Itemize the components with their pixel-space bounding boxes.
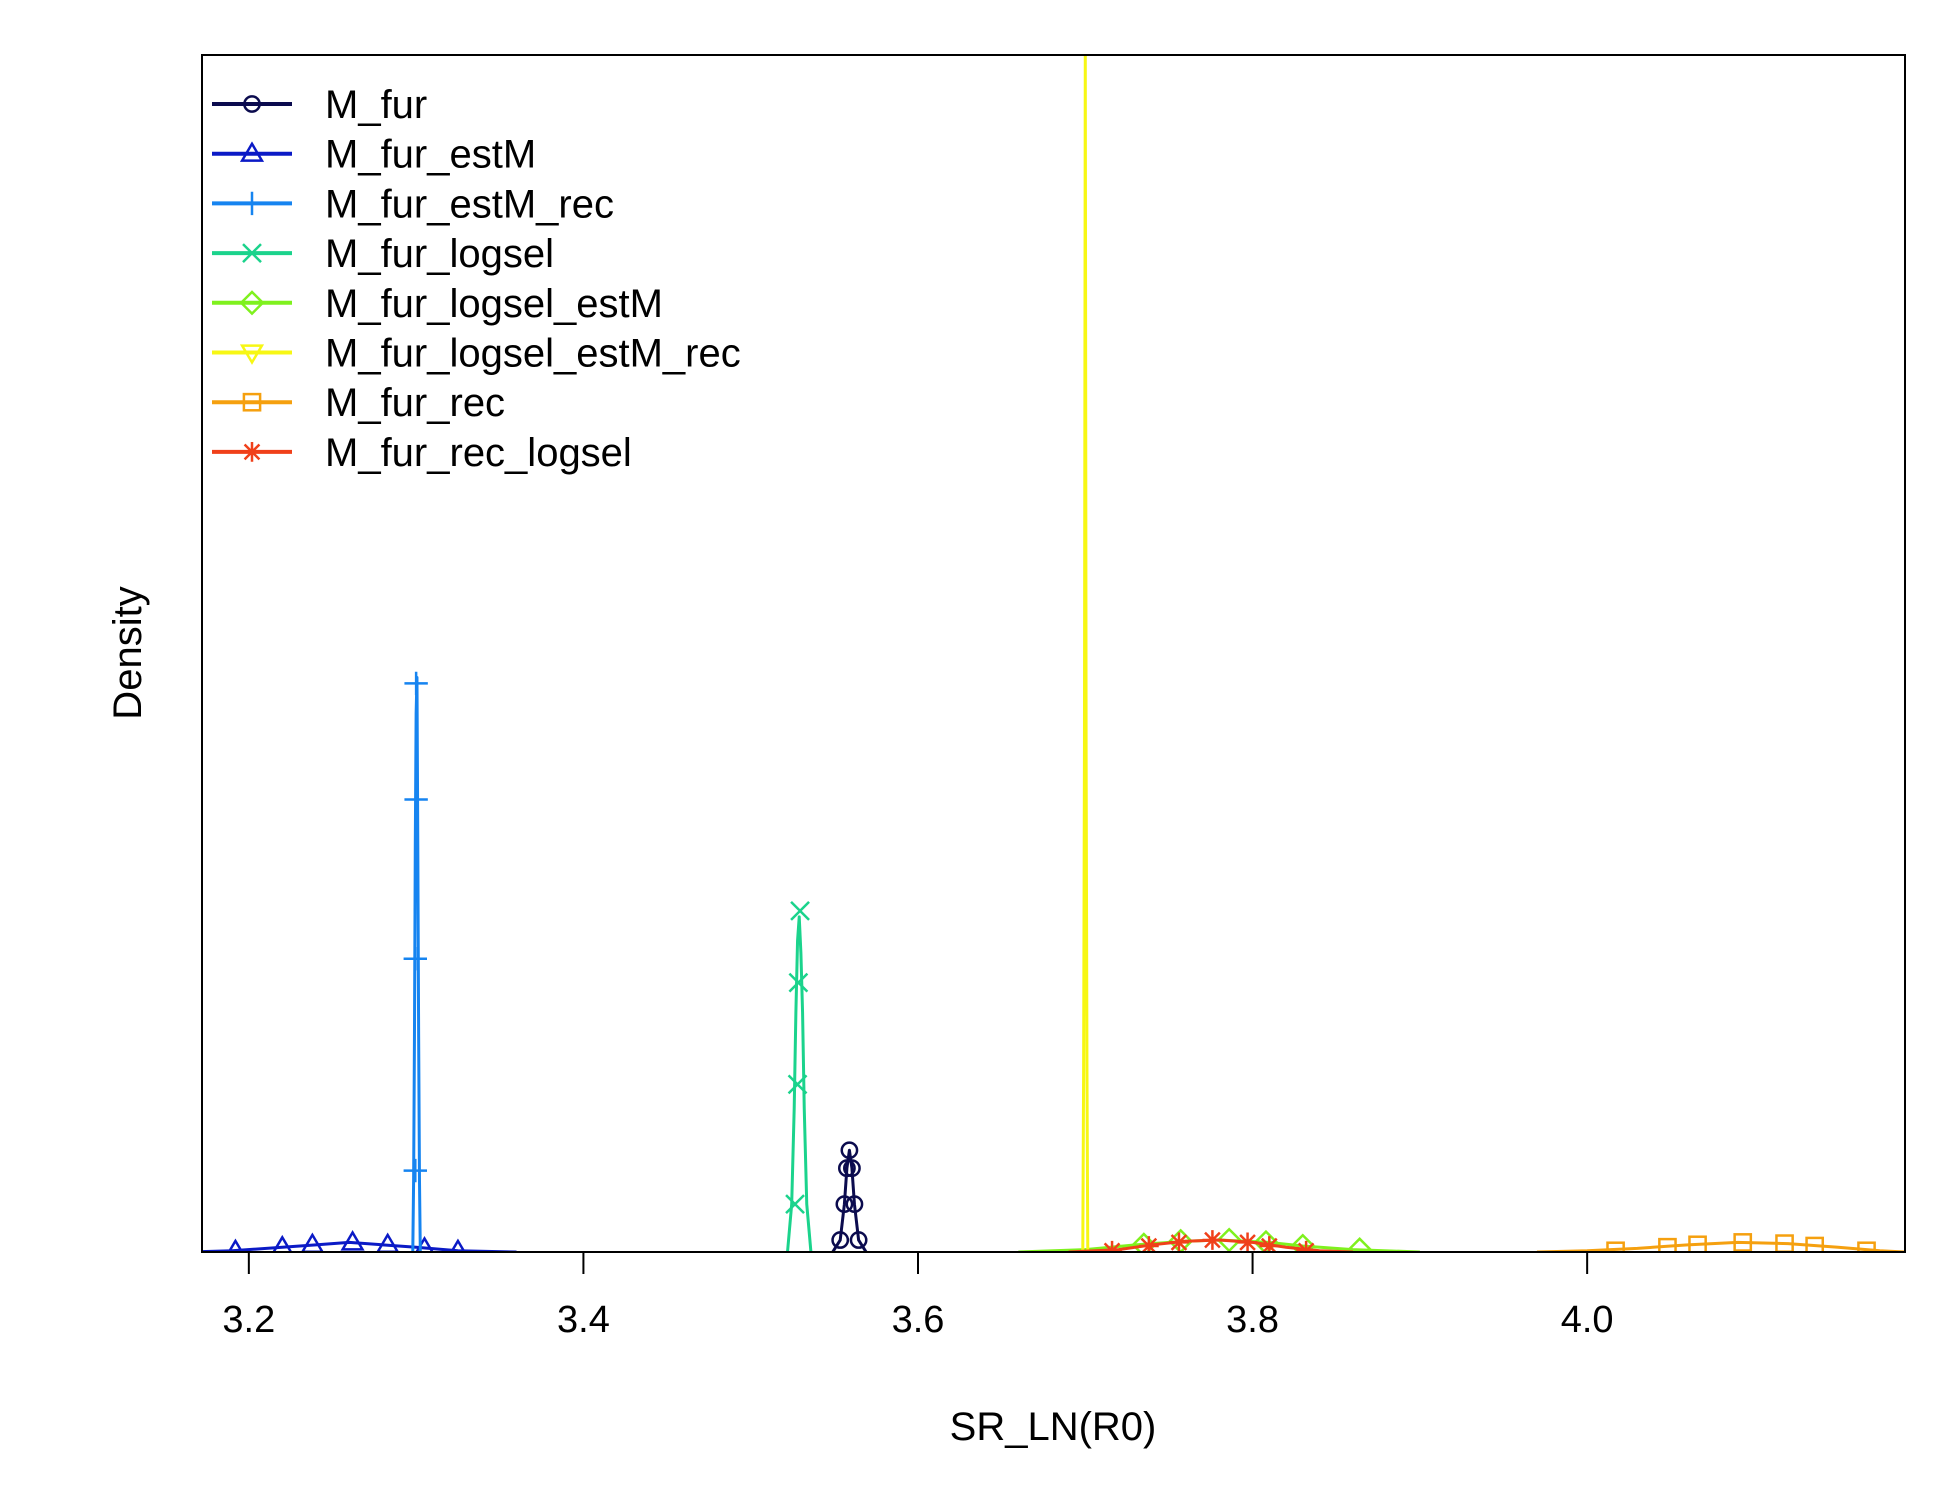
series-line-m-fur-estm-rec: [411, 675, 422, 1252]
data-point-m-fur-6: [849, 1231, 868, 1249]
legend-marker-m-fur-logsel-estm: [239, 290, 265, 316]
data-point-m-fur-1: [835, 1195, 854, 1214]
x-tick-label: 3.8: [1226, 1299, 1279, 1341]
data-point-m-fur-rec-3: [1733, 1233, 1753, 1252]
data-point-m-fur-estm-3: [340, 1230, 365, 1251]
data-point-m-fur-logsel-estm-3: [1253, 1229, 1279, 1252]
legend-marker-m-fur-logsel: [242, 243, 262, 263]
data-point-m-fur-estm-1: [272, 1234, 293, 1252]
data-point-m-fur-logsel-0: [785, 1194, 805, 1215]
y-axis-label: Density: [106, 586, 150, 719]
legend-item-m-fur-logsel-estm: M_fur_logsel_estM: [212, 282, 663, 326]
legend-item-m-fur-estm: M_fur_estM: [212, 133, 536, 177]
data-point-m-fur-rec-2: [1688, 1235, 1707, 1252]
series-line-m-fur-estm: [202, 1240, 517, 1252]
data-point-m-fur-logsel-estm-5: [1347, 1237, 1373, 1252]
data-point-m-fur-logsel-2: [788, 972, 809, 993]
legend-marker-m-fur-rec-logsel: [242, 442, 262, 462]
legend-label: M_fur_logsel: [325, 232, 554, 276]
data-point-m-fur-estm-rec-1: [403, 947, 427, 971]
series-m-fur-estm: [202, 1230, 517, 1252]
legend-marker-m-fur-logsel-estm-rec: [239, 344, 265, 365]
series-m-fur: [831, 1141, 868, 1252]
data-point-m-fur-rec-logsel-1: [1138, 1236, 1159, 1252]
data-point-m-fur-rec-logsel-0: [1102, 1240, 1122, 1252]
plot-frame: [201, 54, 1906, 1253]
data-point-m-fur-rec-1: [1658, 1237, 1677, 1252]
data-point-m-fur-logsel-1: [787, 1074, 808, 1095]
x-tick-label: 3.6: [892, 1299, 945, 1341]
legend-item-m-fur-logsel-estm-rec: M_fur_logsel_estM_rec: [212, 332, 741, 376]
series-m-fur-rec: [1536, 1233, 1905, 1252]
legend-marker-m-fur-estm: [239, 141, 265, 162]
legend-marker-m-fur-rec: [242, 392, 262, 412]
legend-item-m-fur-rec-logsel: M_fur_rec_logsel: [212, 431, 632, 475]
data-point-m-fur-estm-0: [227, 1238, 244, 1252]
series-line-m-fur-rec: [1536, 1240, 1905, 1252]
legend-item-m-fur-rec: M_fur_rec: [212, 381, 505, 425]
series-line-m-fur-logsel-estm-rec: [1081, 55, 1090, 1252]
series-m-fur-estm-rec: [403, 671, 428, 1252]
data-point-m-fur-logsel-estm-2: [1216, 1227, 1242, 1252]
data-point-m-fur-rec-logsel-3: [1202, 1230, 1223, 1250]
data-point-m-fur-5: [845, 1195, 864, 1214]
legend-label: M_fur_rec: [325, 381, 505, 425]
x-tick-label: 3.4: [557, 1299, 610, 1341]
legend-label: M_fur_estM: [325, 133, 536, 177]
data-point-m-fur-rec-0: [1606, 1241, 1625, 1252]
data-point-m-fur-rec-logsel-2: [1169, 1232, 1189, 1252]
x-axis-label: SR_LN(R0): [950, 1405, 1157, 1449]
x-axis: 3.2 3.4 3.6 3.8 4.0: [222, 1252, 1614, 1341]
series-m-fur-rec-logsel: [1068, 1230, 1354, 1252]
legend-item-m-fur-estm-rec: M_fur_estM_rec: [212, 182, 614, 226]
x-tick-label: 4.0: [1561, 1299, 1614, 1341]
data-point-m-fur-estm-rec-0: [403, 1158, 427, 1183]
legend-label: M_fur: [325, 83, 427, 127]
series-m-fur-logsel-estm-rec: [1081, 55, 1090, 1252]
series-line-m-fur: [831, 1148, 868, 1252]
legend-label: M_fur_rec_logsel: [325, 431, 632, 475]
legend-label: M_fur_logsel_estM_rec: [325, 332, 741, 376]
data-point-m-fur-logsel-estm-0: [1131, 1232, 1157, 1252]
legend-item-m-fur: M_fur: [212, 83, 427, 127]
data-point-m-fur-rec-6: [1857, 1241, 1876, 1252]
data-point-m-fur-rec-logsel-5: [1259, 1236, 1280, 1252]
data-point-m-fur-4: [843, 1159, 861, 1178]
data-point-m-fur-logsel-estm-4: [1290, 1233, 1316, 1252]
legend: M_fur M_fur_estM M_fur_estM_rec M_fur_logse…: [212, 83, 741, 475]
data-point-m-fur-rec-logsel-4: [1237, 1232, 1258, 1252]
data-point-m-fur-logsel-3: [790, 900, 810, 921]
legend-marker-m-fur: [243, 95, 261, 113]
series-m-fur-logsel: [785, 900, 813, 1252]
data-point-m-fur-estm-6: [449, 1238, 466, 1252]
data-point-m-fur-rec-5: [1805, 1236, 1825, 1252]
legend-label: M_fur_logsel_estM: [325, 282, 663, 326]
data-point-m-fur-rec-logsel-6: [1296, 1240, 1317, 1252]
legend-item-m-fur-logsel: M_fur_logsel: [212, 232, 554, 276]
x-tick-label: 3.2: [222, 1299, 275, 1341]
data-point-m-fur-3: [840, 1141, 859, 1160]
legend-label: M_fur_estM_rec: [325, 182, 614, 226]
data-point-m-fur-0: [831, 1231, 850, 1249]
legend-marker-m-fur-estm-rec: [240, 191, 264, 216]
data-point-m-fur-estm-rec-3: [404, 671, 428, 696]
data-point-m-fur-estm-rec-2: [404, 787, 428, 812]
series-line-m-fur-logsel: [786, 915, 813, 1252]
series-layer: [202, 55, 1905, 1252]
data-point-m-fur-2: [837, 1159, 856, 1178]
